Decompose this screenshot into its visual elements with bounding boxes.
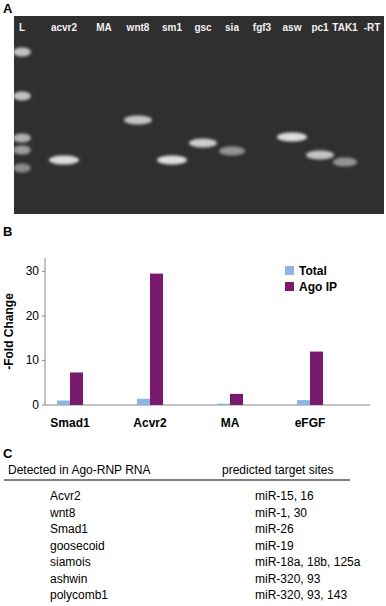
y-axis — [45, 258, 46, 405]
lane-label: sm1 — [162, 22, 182, 33]
lane-label: MA — [96, 22, 112, 33]
gel-band — [13, 146, 31, 155]
gel-band — [13, 48, 31, 57]
table-cell: Smad1 — [50, 522, 88, 536]
gel-band — [189, 139, 217, 148]
lane-label: acvr2 — [51, 22, 78, 33]
x-tick-label: eFGF — [295, 416, 326, 430]
bar — [230, 394, 243, 405]
gel-band — [124, 116, 152, 125]
gel-band — [157, 156, 187, 165]
table-cell: ashwin — [50, 572, 87, 586]
bar — [217, 404, 230, 405]
table-cell: miR-26 — [255, 522, 294, 536]
x-tick-label: Smad1 — [50, 416, 90, 430]
bar — [150, 274, 163, 405]
legend-label: Ago IP — [299, 280, 337, 294]
bar — [310, 352, 323, 405]
x-tick-label: Acvr2 — [133, 416, 167, 430]
table-cell: miR-18a, 18b, 125a — [255, 555, 361, 569]
y-tick-label: 20 — [26, 309, 40, 323]
lane-label: pc1 — [311, 22, 329, 33]
lane-label: TAK1 — [332, 22, 358, 33]
bar — [57, 401, 70, 405]
gel — [14, 16, 384, 214]
x-tick-label: MA — [221, 416, 240, 430]
lane-label: asw — [283, 22, 302, 33]
svg-text:C: C — [3, 446, 13, 461]
gel-band — [219, 147, 245, 156]
bar — [70, 372, 83, 405]
gel-band — [277, 133, 307, 142]
lane-label: gsc — [194, 22, 212, 33]
table-rule — [4, 480, 350, 481]
table-cell: miR-15, 16 — [255, 489, 314, 503]
bar — [137, 399, 150, 405]
gel-band — [13, 134, 31, 143]
y-tick-label: 30 — [26, 264, 40, 278]
lane-label: fgf3 — [253, 22, 272, 33]
gel-band — [13, 92, 31, 101]
legend-swatch — [285, 282, 294, 291]
table-cell: miR-19 — [255, 539, 294, 553]
gel-band — [333, 158, 357, 167]
svg-text:B: B — [3, 224, 12, 239]
table-cell: miR-1, 30 — [255, 506, 307, 520]
gel-band — [49, 156, 79, 165]
table-cell: Acvr2 — [50, 489, 81, 503]
lane-label: L — [19, 22, 25, 33]
table-cell: goosecoid — [50, 539, 105, 553]
y-tick-label: 10 — [26, 353, 40, 367]
lane-label: sia — [225, 22, 239, 33]
gel-band — [13, 164, 31, 173]
y-axis-label: -Fold Change — [2, 293, 16, 370]
y-tick — [42, 271, 45, 272]
bars — [57, 274, 323, 405]
legend-swatch — [285, 266, 294, 275]
table-cell: polycomb1 — [50, 588, 108, 602]
table-cell: siamois — [50, 555, 91, 569]
figure: ALacvr2 MA wnt8 sm1 gsc sia fgf3 asw pc1TAK1 -RT B… — [0, 0, 386, 606]
bar — [297, 400, 310, 405]
y-tick — [42, 405, 45, 406]
y-tick — [42, 360, 45, 361]
table-cell: wnt8 — [49, 506, 76, 520]
table-cell: miR-320, 93, 143 — [255, 588, 347, 602]
y-tick-label: 0 — [32, 398, 39, 412]
gel-band — [306, 151, 334, 160]
lane-label: wnt8 — [126, 22, 150, 33]
table-header: predicted target sites — [222, 463, 333, 477]
y-tick — [42, 315, 45, 316]
table-header: Detected in Ago-RNP RNA — [8, 463, 151, 477]
table-cell: miR-320, 93 — [255, 572, 321, 586]
svg-text:A: A — [3, 1, 13, 16]
lane-label: -RT — [364, 22, 381, 33]
legend-label: Total — [299, 264, 327, 278]
